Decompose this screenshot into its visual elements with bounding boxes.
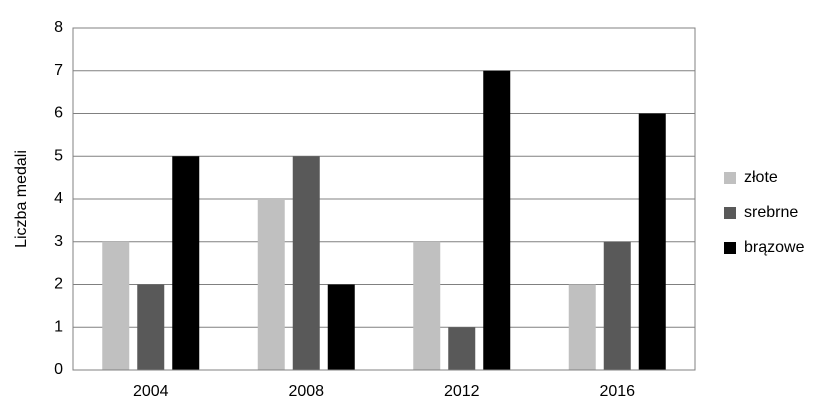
y-tick-label: 6 — [54, 105, 63, 122]
y-tick-label: 7 — [54, 62, 63, 79]
bar — [448, 327, 476, 370]
legend-label: brązowe — [744, 239, 805, 256]
legend-label: złote — [744, 169, 778, 186]
y-tick-label: 8 — [54, 19, 63, 36]
bar — [137, 284, 165, 370]
bar — [172, 156, 200, 370]
bar — [102, 241, 130, 370]
x-tick-label: 2004 — [133, 383, 169, 400]
x-tick-label: 2008 — [288, 383, 324, 400]
bar — [257, 199, 285, 370]
y-tick-label: 3 — [54, 233, 63, 250]
bar — [483, 70, 511, 370]
legend-swatch — [724, 207, 736, 219]
bar — [568, 284, 596, 370]
bar — [327, 284, 355, 370]
bar — [413, 241, 441, 370]
y-tick-label: 5 — [54, 147, 63, 164]
x-tick-label: 2016 — [599, 383, 635, 400]
y-tick-label: 4 — [54, 190, 63, 207]
x-tick-label: 2012 — [444, 383, 480, 400]
legend-label: srebrne — [744, 204, 798, 221]
legend-swatch — [724, 242, 736, 254]
bar — [292, 156, 320, 370]
legend-swatch — [724, 172, 736, 184]
y-tick-label: 0 — [54, 361, 63, 378]
bar — [638, 113, 666, 370]
y-tick-label: 1 — [54, 318, 63, 335]
y-tick-label: 2 — [54, 276, 63, 293]
bar — [603, 241, 631, 370]
y-axis-label: Liczba medali — [13, 150, 30, 248]
